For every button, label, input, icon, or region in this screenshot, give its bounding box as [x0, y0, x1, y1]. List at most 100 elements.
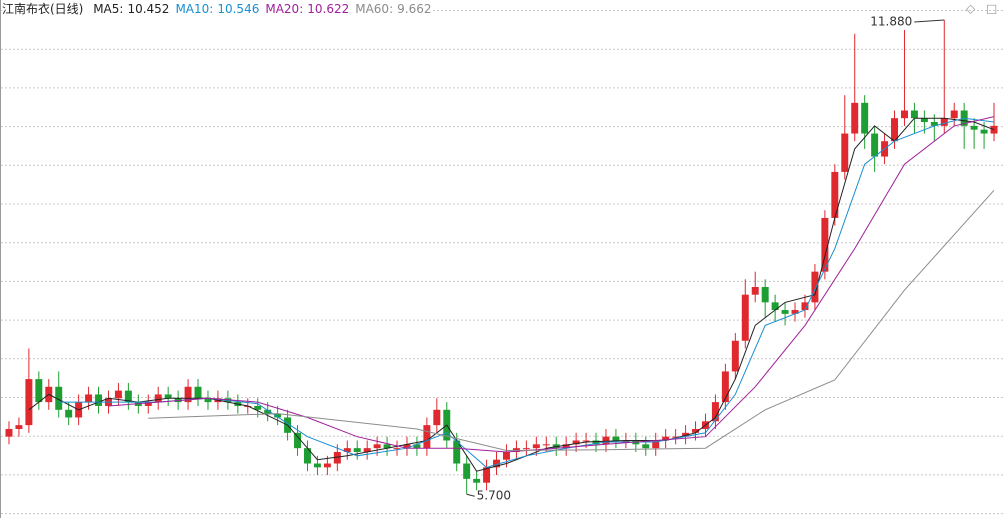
- candle-body: [473, 478, 481, 483]
- ma-line: [108, 116, 995, 453]
- candle-body: [940, 118, 948, 126]
- candle-body: [353, 448, 361, 453]
- candle-body: [502, 452, 510, 460]
- candle-body: [393, 448, 401, 450]
- candle-body: [950, 110, 958, 119]
- candle-body: [920, 118, 928, 123]
- legend-value: 9.662: [397, 2, 432, 16]
- candle-body: [194, 386, 202, 399]
- candle-body: [672, 436, 680, 438]
- candle-body: [294, 432, 302, 449]
- settings-icon[interactable]: ◇: [966, 2, 976, 16]
- candle-body: [343, 448, 351, 453]
- candle-body: [493, 459, 501, 468]
- candle-body: [731, 340, 739, 372]
- candle-body: [403, 444, 411, 449]
- candle-body: [602, 436, 610, 445]
- candle-body: [15, 425, 23, 429]
- candle-body: [970, 125, 978, 130]
- candle-body: [164, 394, 172, 399]
- legend-name: MA5: [93, 2, 123, 16]
- candle-body: [751, 287, 759, 295]
- candle-body: [483, 467, 491, 483]
- candle-body: [154, 394, 162, 403]
- candle-body: [861, 102, 869, 134]
- candle-body: [433, 409, 441, 426]
- candle-body: [811, 271, 819, 303]
- candle-body: [5, 428, 13, 437]
- legend-value: 10.622: [307, 2, 350, 16]
- candle-body: [781, 310, 789, 314]
- candle-body: [95, 394, 103, 406]
- candle-body: [383, 444, 391, 449]
- candle-body: [990, 125, 998, 134]
- candle-body: [871, 133, 879, 157]
- candle-body: [363, 448, 371, 453]
- candle-body: [522, 448, 530, 450]
- candle-body: [413, 444, 421, 449]
- candle-body: [761, 287, 769, 303]
- candle-body: [65, 409, 73, 418]
- candle-body: [841, 133, 849, 172]
- candle-body: [572, 440, 580, 445]
- candle-body: [144, 402, 152, 406]
- candle-body: [204, 398, 212, 403]
- legend-name: MA20: [265, 2, 303, 16]
- candle-body: [453, 440, 461, 464]
- candle-body: [333, 452, 341, 464]
- candle-body: [25, 379, 33, 426]
- candle-body: [35, 379, 43, 403]
- candle-body: [801, 302, 809, 311]
- candle-body: [831, 171, 839, 218]
- candle-body: [642, 444, 650, 449]
- candle-body: [851, 102, 859, 134]
- candle-body: [114, 390, 122, 399]
- ma-line: [28, 117, 995, 472]
- candle-body: [821, 217, 829, 272]
- candle-body: [124, 390, 132, 403]
- legend-entry: MA5 10.452: [93, 2, 169, 16]
- annotation-arrow: [914, 19, 945, 23]
- candle-body: [891, 118, 899, 142]
- legend-name: MA60: [355, 2, 393, 16]
- candle-body: [711, 402, 719, 422]
- candle-body: [900, 110, 908, 119]
- ma-line: [58, 117, 995, 468]
- legend-value: 10.546: [217, 2, 260, 16]
- candle-body: [910, 110, 918, 119]
- candle-body: [184, 386, 192, 403]
- legend-entry: MA10 10.546: [175, 2, 259, 16]
- candle-body: [592, 440, 600, 445]
- candle-body: [542, 444, 550, 446]
- ma-line: [148, 189, 995, 452]
- candle-body: [980, 129, 988, 134]
- candle-body: [313, 463, 321, 468]
- candle-body: [303, 448, 311, 464]
- candle-body: [741, 294, 749, 341]
- legend-value: 10.452: [127, 2, 170, 16]
- candle-body: [55, 386, 63, 410]
- candle-body: [612, 436, 620, 441]
- annotation-label: 11.880: [870, 14, 912, 28]
- candle-body: [662, 436, 670, 441]
- candle-body: [562, 444, 570, 449]
- candle-body: [254, 405, 262, 410]
- annotation-label: 5.700: [477, 489, 511, 503]
- candle-body: [85, 394, 93, 403]
- candle-body: [264, 409, 272, 414]
- legend: 江南布衣(日线) MA5 10.452 MA1010.546 MA20 10.622 MA…: [2, 1, 432, 17]
- window-icon[interactable]: □: [986, 2, 997, 16]
- candle-body: [423, 425, 431, 449]
- candle-body: [323, 463, 331, 468]
- candle-body: [791, 310, 799, 314]
- candle-body: [930, 122, 938, 126]
- candle-body: [771, 302, 779, 311]
- legend-entry: MA60 9.662: [355, 2, 431, 16]
- candle-body: [373, 444, 381, 449]
- candle-body: [532, 444, 540, 449]
- candle-body: [463, 463, 471, 479]
- candle-body: [721, 371, 729, 403]
- chart-title: 江南布衣(日线): [2, 2, 84, 16]
